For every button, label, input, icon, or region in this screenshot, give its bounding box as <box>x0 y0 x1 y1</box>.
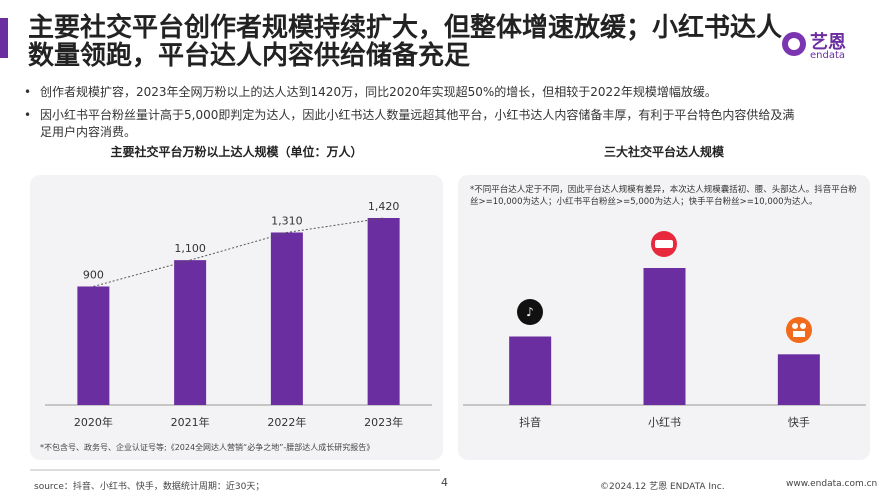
x-tick-label: 2020年 <box>74 415 113 429</box>
logo-icon <box>782 32 806 56</box>
chart-title: 三大社交平台达人规模 <box>603 145 724 159</box>
chart-note: *不同平台达人定于不同，因此平台达人规模有差异，本次达人规模囊括初、腰、头部达人… <box>470 185 857 207</box>
x-tick-label: 2023年 <box>364 415 403 429</box>
bullet: 创作者规模扩容，2023年全网万粉以上的达人达到1420万，同比2020年实现超… <box>22 84 830 101</box>
bar <box>270 232 303 405</box>
chart-title: 主要社交平台万粉以上达人规模（单位：万人） <box>110 145 363 159</box>
data-label: 1,310 <box>271 214 303 227</box>
bullet: 因小红书平台粉丝量计高于5,000即判定为达人，因此小红书达人数量远超其他平台，… <box>22 107 800 141</box>
trend-line <box>93 217 384 287</box>
logo-text: 艺恩 <box>810 32 846 53</box>
copyright: ©2024.12 艺恩 ENDATA Inc. <box>600 482 725 492</box>
bar <box>643 268 686 405</box>
slide-title: 主要社交平台创作者规模持续扩大，但整体增速放缓；小红书达人数量领跑，平台达人内容… <box>28 13 783 71</box>
url: www.endata.com.cn <box>786 479 878 489</box>
bar <box>174 260 207 405</box>
x-tick-label: 小红书 <box>648 416 681 429</box>
page-number: 4 <box>441 476 448 489</box>
bar <box>367 218 400 405</box>
x-tick-label: 抖音 <box>519 415 541 429</box>
x-tick-label: 2022年 <box>267 415 306 429</box>
x-tick-label: 快手 <box>788 415 810 429</box>
bar <box>77 286 110 405</box>
icon-xiaohongshu <box>651 231 677 257</box>
accent-bar <box>0 18 8 58</box>
logo-sub: endata <box>810 50 846 61</box>
x-tick-label: 2021年 <box>171 415 210 429</box>
bar <box>509 336 552 405</box>
data-label: 1,420 <box>368 200 400 213</box>
icon-douyin: ♪ <box>517 299 543 325</box>
bar <box>777 354 820 405</box>
data-label: 900 <box>83 268 104 281</box>
data-label: 1,100 <box>174 242 206 255</box>
footer-source: source：抖音、小红书、快手，数据统计周期：近30天； <box>34 482 265 492</box>
icon-kuaishou <box>786 317 812 343</box>
logo: 艺恩 endata <box>780 26 880 66</box>
chart-note: *不包含号、政务号、企业认证号等;《2024全网达人营销“必争之地”-腰部达人成… <box>40 443 375 452</box>
svg-text:♪: ♪ <box>526 305 534 319</box>
